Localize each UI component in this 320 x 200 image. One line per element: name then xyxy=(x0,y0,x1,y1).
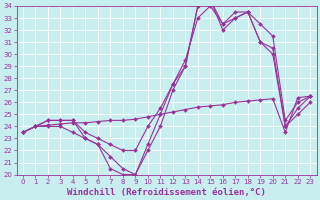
X-axis label: Windchill (Refroidissement éolien,°C): Windchill (Refroidissement éolien,°C) xyxy=(67,188,266,197)
